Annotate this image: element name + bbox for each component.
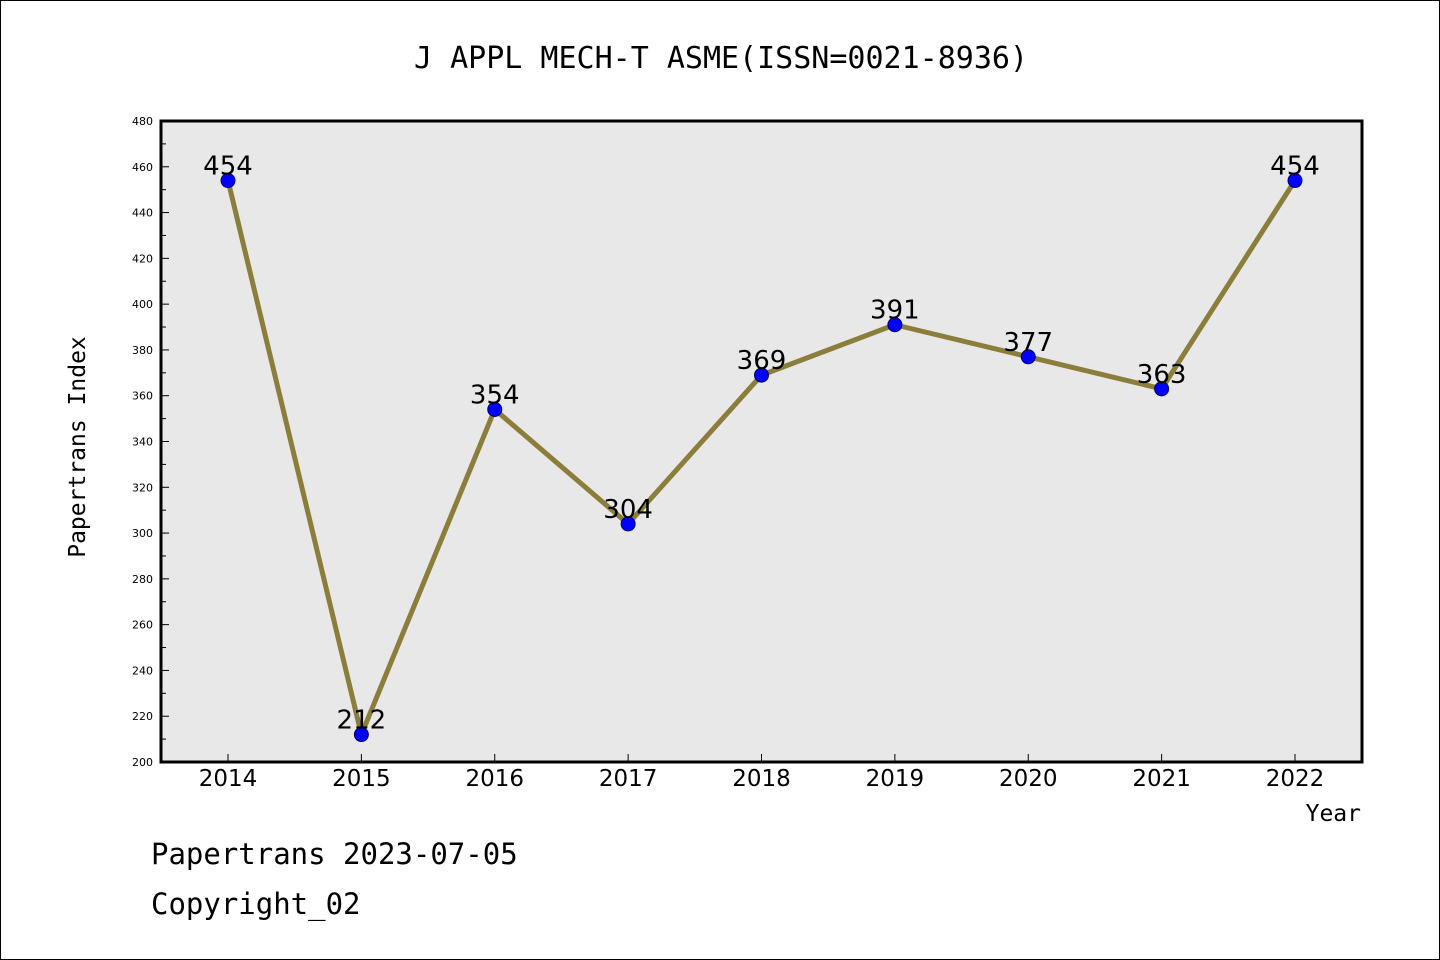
data-labels: 454 212 354 304 369 391 377 363 454 xyxy=(203,152,1320,736)
y-tick-label: 420 xyxy=(132,252,153,265)
data-label: 454 xyxy=(203,152,253,182)
data-label: 304 xyxy=(603,495,653,525)
x-tick-label: 2016 xyxy=(465,766,524,792)
data-point xyxy=(1154,381,1170,397)
x-tick-label: 2020 xyxy=(999,766,1058,792)
data-label: 212 xyxy=(337,706,387,736)
x-tick-label: 2017 xyxy=(599,766,658,792)
chart-title: J APPL MECH-T ASME(ISSN=0021-8936) xyxy=(414,41,1028,76)
data-label: 354 xyxy=(470,380,520,410)
x-tick-label: 2019 xyxy=(866,766,925,792)
y-tick-label: 220 xyxy=(132,710,153,723)
x-axis-label: Year xyxy=(1306,801,1361,827)
y-tick-label: 260 xyxy=(132,619,153,632)
data-point xyxy=(220,173,236,189)
y-tick-label: 440 xyxy=(132,207,153,220)
x-tick-label: 2021 xyxy=(1132,766,1191,792)
plot-area xyxy=(161,121,1362,762)
y-tick-label: 340 xyxy=(132,436,153,449)
footer-copyright: Copyright_02 xyxy=(151,887,361,921)
data-label: 391 xyxy=(870,296,920,326)
data-point xyxy=(620,516,636,532)
y-tick-label: 480 xyxy=(132,115,153,128)
footer-date: Papertrans 2023-07-05 xyxy=(151,837,518,871)
x-axis-ticks: 2014 2015 2016 2017 2018 2019 2020 2021 2022 xyxy=(199,754,1325,792)
x-tick-label: 2022 xyxy=(1266,766,1325,792)
data-point xyxy=(754,367,769,383)
y-tick-label: 240 xyxy=(132,664,153,677)
y-axis-label: Papertrans Index xyxy=(65,336,91,558)
y-tick-label: 300 xyxy=(132,527,153,540)
y-tick-label: 200 xyxy=(132,756,153,769)
series-markers xyxy=(220,173,1303,743)
data-label: 363 xyxy=(1137,360,1187,390)
y-axis-ticks: 200 220 240 260 280 300 320 340 360 380 400 420 440 4… xyxy=(132,115,169,769)
y-tick-label: 380 xyxy=(132,344,153,357)
data-label: 454 xyxy=(1270,152,1320,182)
x-tick-label: 2014 xyxy=(199,766,258,792)
data-label: 369 xyxy=(737,346,787,376)
data-point xyxy=(887,317,903,333)
y-tick-label: 460 xyxy=(132,161,153,174)
y-tick-label: 280 xyxy=(132,573,153,586)
data-point xyxy=(1287,173,1303,189)
data-point xyxy=(487,401,503,417)
x-tick-label: 2015 xyxy=(332,766,391,792)
plot-frame xyxy=(159,119,1364,764)
data-point xyxy=(353,727,369,743)
x-tick-label: 2018 xyxy=(732,766,791,792)
data-label: 377 xyxy=(1003,328,1053,358)
data-point xyxy=(1020,349,1036,365)
y-tick-label: 360 xyxy=(132,390,153,403)
y-tick-label: 320 xyxy=(132,481,153,494)
y-tick-label: 400 xyxy=(132,298,153,311)
